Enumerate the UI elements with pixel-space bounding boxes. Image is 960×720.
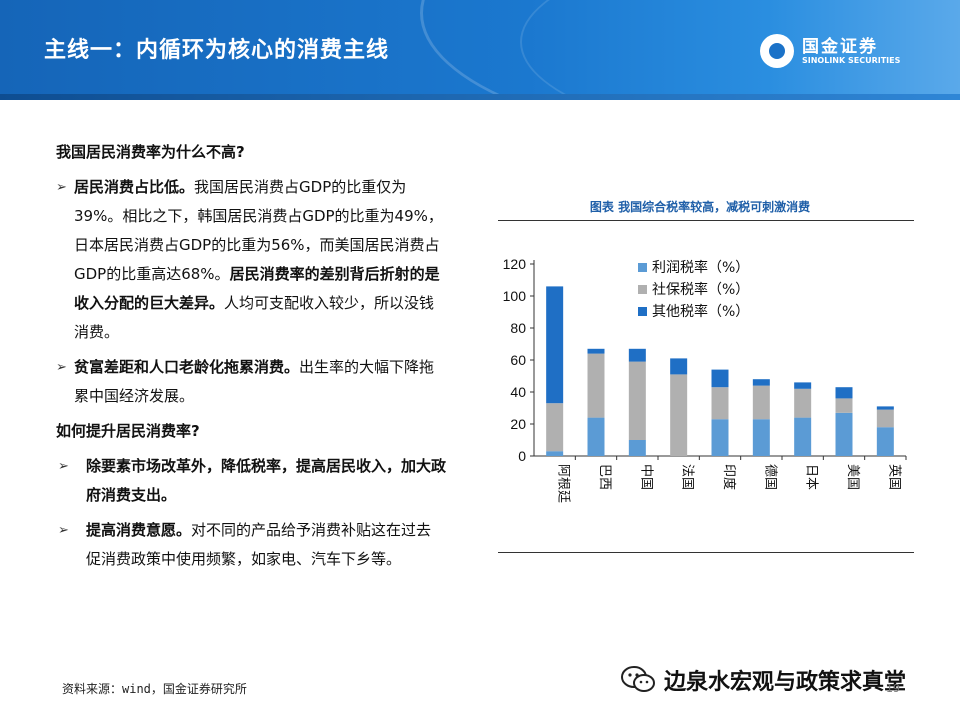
bullet-text: 人均可支配收入较少，所以没钱消费。 xyxy=(74,294,435,341)
logo-icon xyxy=(760,34,794,68)
arrow-bullet-icon: ➢ xyxy=(56,360,67,375)
bullet-text: 我国居民消费占GDP的比重仅为39%。相比之下，韩国居民消费占GDP的比重为49… xyxy=(74,178,443,283)
bar-segment xyxy=(876,406,894,410)
legend-swatch xyxy=(638,263,647,272)
y-tick-label: 20 xyxy=(510,416,526,432)
bar-segment xyxy=(711,419,729,456)
bar-segment xyxy=(546,286,564,404)
wechat-icon xyxy=(621,666,655,692)
bullet-point: ➢ 贫富差距和人口老龄化拖累消费。出生率的大幅下降拖累中国经济发展。 xyxy=(56,353,446,411)
bullet-bold-text: 居民消费占比低。 xyxy=(74,178,195,196)
bullet-point: ➢ 除要素市场改革外，降低税率，提高居民收入，加大政府消费支出。 xyxy=(56,452,446,510)
bullet-bold-text: 提高消费意愿。 xyxy=(86,521,192,539)
text-column: 我国居民消费率为什么不高? ➢ 居民消费占比低。我国居民消费占GDP的比重仅为3… xyxy=(56,138,446,580)
x-tick-label: 美国 xyxy=(845,464,860,490)
bullet-point: ➢ 居民消费占比低。我国居民消费占GDP的比重仅为39%。相比之下，韩国居民消费… xyxy=(56,173,446,347)
arrow-bullet-icon: ➢ xyxy=(58,523,69,538)
bar-segment xyxy=(835,412,853,456)
wechat-watermark: 边泉水宏观与政策求真堂 xyxy=(620,660,906,700)
legend-label: 社保税率（%） xyxy=(652,281,749,298)
bar-segment xyxy=(794,417,812,456)
bar-segment xyxy=(752,379,770,386)
bullet-text: 出生率的大幅下降拖累中国经济发展。 xyxy=(74,358,435,405)
header-swoosh xyxy=(520,0,960,100)
bar-segment xyxy=(628,361,646,440)
bar-segment xyxy=(835,398,853,413)
header-band xyxy=(0,94,960,100)
logo-name-en: SINOLINK SECURITIES xyxy=(802,56,901,65)
question-heading: 我国居民消费率为什么不高? xyxy=(56,143,245,161)
x-tick-label: 中国 xyxy=(638,464,653,490)
y-tick-label: 100 xyxy=(503,288,527,304)
bar-segment xyxy=(794,382,812,389)
x-tick-label: 德国 xyxy=(762,464,777,490)
arrow-bullet-icon: ➢ xyxy=(58,459,69,474)
watermark-text: 边泉水宏观与政策求真堂 xyxy=(664,670,907,695)
legend-label: 利润税率（%） xyxy=(652,259,749,276)
bar-segment xyxy=(628,440,646,456)
bar-segment xyxy=(876,427,894,456)
page-title: 主线一：内循环为核心的消费主线 xyxy=(44,38,390,63)
logo-name-cn: 国金证券 xyxy=(802,37,878,57)
chart-bottom-rule xyxy=(498,552,914,553)
x-tick-label: 日本 xyxy=(804,464,819,490)
x-tick-label: 印度 xyxy=(721,464,737,490)
x-tick-label: 英国 xyxy=(886,464,901,490)
bar-segment xyxy=(711,387,729,420)
bullet-bold-text: 居民消费率的差别背后折射的是收入分配的巨大差异。 xyxy=(74,265,440,312)
chart-caption: 图表 我国综合税率较高，减税可刺激消费 xyxy=(589,200,811,214)
x-tick-label: 阿根廷 xyxy=(556,464,571,503)
bullet-bold-text: 贫富差距和人口老龄化拖累消费。 xyxy=(74,358,300,376)
page-number: 19 xyxy=(886,682,900,695)
chart-top-rule xyxy=(498,220,914,221)
bar-segment xyxy=(587,417,605,456)
y-tick-label: 40 xyxy=(510,384,526,400)
legend-label: 其他税率（%） xyxy=(652,303,749,320)
bullet-text: 对不同的产品给予消费补贴这在过去促消费政策中使用频繁，如家电、汽车下乡等。 xyxy=(86,521,432,568)
bullet-bold-text: 除要素市场改革外，降低税率，提高居民收入，加大政府消费支出。 xyxy=(86,457,447,504)
arrow-bullet-icon: ➢ xyxy=(56,180,67,195)
legend-swatch xyxy=(638,285,647,294)
chart-panel: 图表 我国综合税率较高，减税可刺激消费 0 20 40 60 80 100 120 阿根廷 巴西… xyxy=(486,190,914,556)
bar-segment xyxy=(752,385,770,420)
x-tick-label: 法国 xyxy=(680,464,695,490)
bar-segment xyxy=(876,409,894,428)
bar-segment xyxy=(546,451,564,456)
y-tick-label: 60 xyxy=(510,352,526,368)
question-heading: 如何提升居民消费率? xyxy=(56,422,200,440)
bullet-point: ➢ 提高消费意愿。对不同的产品给予消费补贴这在过去促消费政策中使用频繁，如家电、… xyxy=(56,516,446,574)
bar-segment xyxy=(628,348,646,362)
y-tick-label: 120 xyxy=(503,256,527,272)
bar-segment xyxy=(752,419,770,456)
bar-segment xyxy=(546,403,564,452)
bar-segment xyxy=(670,358,688,375)
bar-segment xyxy=(587,353,605,418)
bar-segment xyxy=(711,369,729,388)
y-tick-label: 80 xyxy=(510,320,526,336)
bar-segment xyxy=(587,348,605,354)
bar-segment xyxy=(835,387,853,399)
legend-swatch xyxy=(638,307,647,316)
bar-segment xyxy=(670,374,688,456)
stacked-bar-chart: 0 20 40 60 80 100 120 阿根廷 巴西 中国 法国 印度 德国 日本 美国 英国 利润税率（%… xyxy=(503,256,907,503)
source-note: 资料来源：wind，国金证券研究所 xyxy=(62,682,247,696)
y-tick-label: 0 xyxy=(518,448,526,464)
x-tick-label: 巴西 xyxy=(597,464,612,490)
header-banner: 主线一：内循环为核心的消费主线 国金证券 SINOLINK SECURITIES xyxy=(0,0,960,100)
bar-segment xyxy=(794,388,812,418)
company-logo: 国金证券 SINOLINK SECURITIES xyxy=(760,26,920,76)
